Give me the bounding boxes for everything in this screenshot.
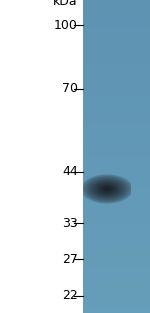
Text: 22: 22 bbox=[62, 290, 78, 302]
Text: 44: 44 bbox=[62, 165, 78, 178]
Text: 33: 33 bbox=[62, 217, 78, 230]
Text: 70: 70 bbox=[62, 82, 78, 95]
Text: 27: 27 bbox=[62, 253, 78, 266]
Text: 100: 100 bbox=[54, 18, 78, 32]
Text: kDa: kDa bbox=[53, 0, 78, 8]
